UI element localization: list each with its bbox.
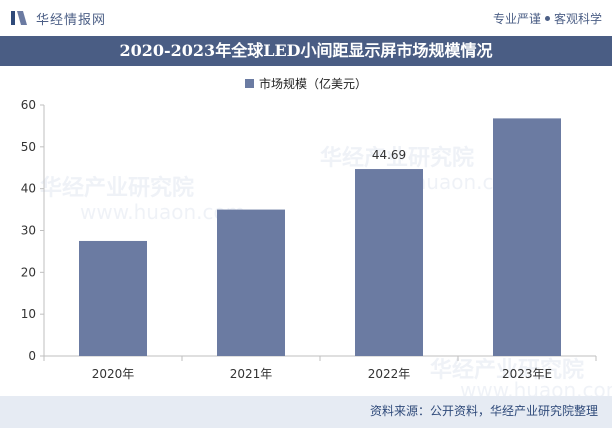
- y-tick-label: 60: [21, 98, 36, 112]
- y-tick-label: 50: [21, 140, 36, 154]
- bar: [493, 118, 561, 357]
- dot-icon: [544, 16, 550, 21]
- y-tick-label: 10: [21, 307, 36, 321]
- legend-label: 市场规模（亿美元）: [258, 76, 367, 91]
- bars: [79, 118, 561, 357]
- x-tick-label: 2021年: [230, 367, 273, 381]
- brand-logo[interactable]: 华经情报网: [10, 8, 106, 28]
- y-tick-label: 30: [21, 224, 36, 238]
- slogan-left: 专业严谨: [492, 12, 541, 26]
- slogan-right: 客观科学: [553, 12, 602, 26]
- slogan: 专业严谨 客观科学: [493, 10, 602, 27]
- brand-name: 华经情报网: [36, 12, 107, 28]
- bar: [217, 209, 285, 356]
- x-tick-label: 2022年: [368, 367, 411, 381]
- logo-icon: [11, 11, 27, 25]
- title-bar: [0, 36, 612, 66]
- bar: [355, 169, 423, 356]
- header: 华经情报网 专业严谨 客观科学: [0, 0, 612, 34]
- x-tick-label: 2023年E: [502, 367, 552, 381]
- x-tick-label: 2020年: [92, 367, 135, 381]
- legend: 市场规模（亿美元）: [0, 74, 612, 92]
- y-tick-label: 40: [21, 182, 36, 196]
- y-tick-label: 0: [28, 349, 36, 363]
- labels: 0 10 20 30 40 50 60 2020年 2021年 2022年 44.69 2023年E: [21, 98, 552, 381]
- data-label: 44.69: [372, 148, 406, 162]
- footer: [0, 396, 612, 428]
- bar: [79, 240, 147, 356]
- y-tick-label: 20: [21, 265, 36, 279]
- legend-swatch: [244, 78, 254, 88]
- chart-title: 2020-2023年全球LED小间距显示屏市场规模情况: [119, 41, 493, 60]
- source-note: 资料来源：公开资料，华经产业研究院整理: [369, 404, 598, 418]
